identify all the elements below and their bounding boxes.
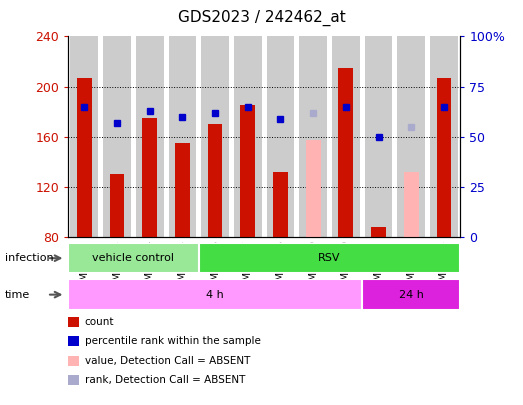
Text: value, Detection Call = ABSENT: value, Detection Call = ABSENT xyxy=(85,356,250,366)
Bar xyxy=(168,36,196,237)
Bar xyxy=(103,36,131,237)
Bar xyxy=(371,227,386,237)
Text: vehicle control: vehicle control xyxy=(93,253,174,263)
Bar xyxy=(397,36,425,237)
Bar xyxy=(338,68,353,237)
Bar xyxy=(77,78,92,237)
Bar xyxy=(332,36,360,237)
Bar xyxy=(241,105,255,237)
Text: rank, Detection Call = ABSENT: rank, Detection Call = ABSENT xyxy=(85,375,245,385)
Bar xyxy=(234,36,262,237)
Text: percentile rank within the sample: percentile rank within the sample xyxy=(85,337,260,346)
Text: RSV: RSV xyxy=(318,253,341,263)
Bar xyxy=(273,172,288,237)
Bar xyxy=(404,172,418,237)
Bar xyxy=(136,36,164,237)
Bar xyxy=(68,243,199,273)
Text: 24 h: 24 h xyxy=(399,290,424,300)
Bar xyxy=(201,36,229,237)
Bar xyxy=(299,36,327,237)
Bar xyxy=(437,78,451,237)
Text: GDS2023 / 242462_at: GDS2023 / 242462_at xyxy=(178,10,345,26)
Text: count: count xyxy=(85,317,114,327)
Bar xyxy=(199,243,460,273)
Text: infection: infection xyxy=(5,253,54,263)
Text: time: time xyxy=(5,290,30,300)
Bar xyxy=(365,36,392,237)
Bar xyxy=(267,36,294,237)
Text: 4 h: 4 h xyxy=(206,290,224,300)
Bar xyxy=(208,124,222,237)
Bar xyxy=(142,118,157,237)
Bar xyxy=(110,174,124,237)
Bar xyxy=(175,143,190,237)
Bar xyxy=(306,141,321,237)
Bar xyxy=(71,36,98,237)
Bar xyxy=(68,279,362,310)
Bar xyxy=(430,36,458,237)
Bar xyxy=(362,279,460,310)
